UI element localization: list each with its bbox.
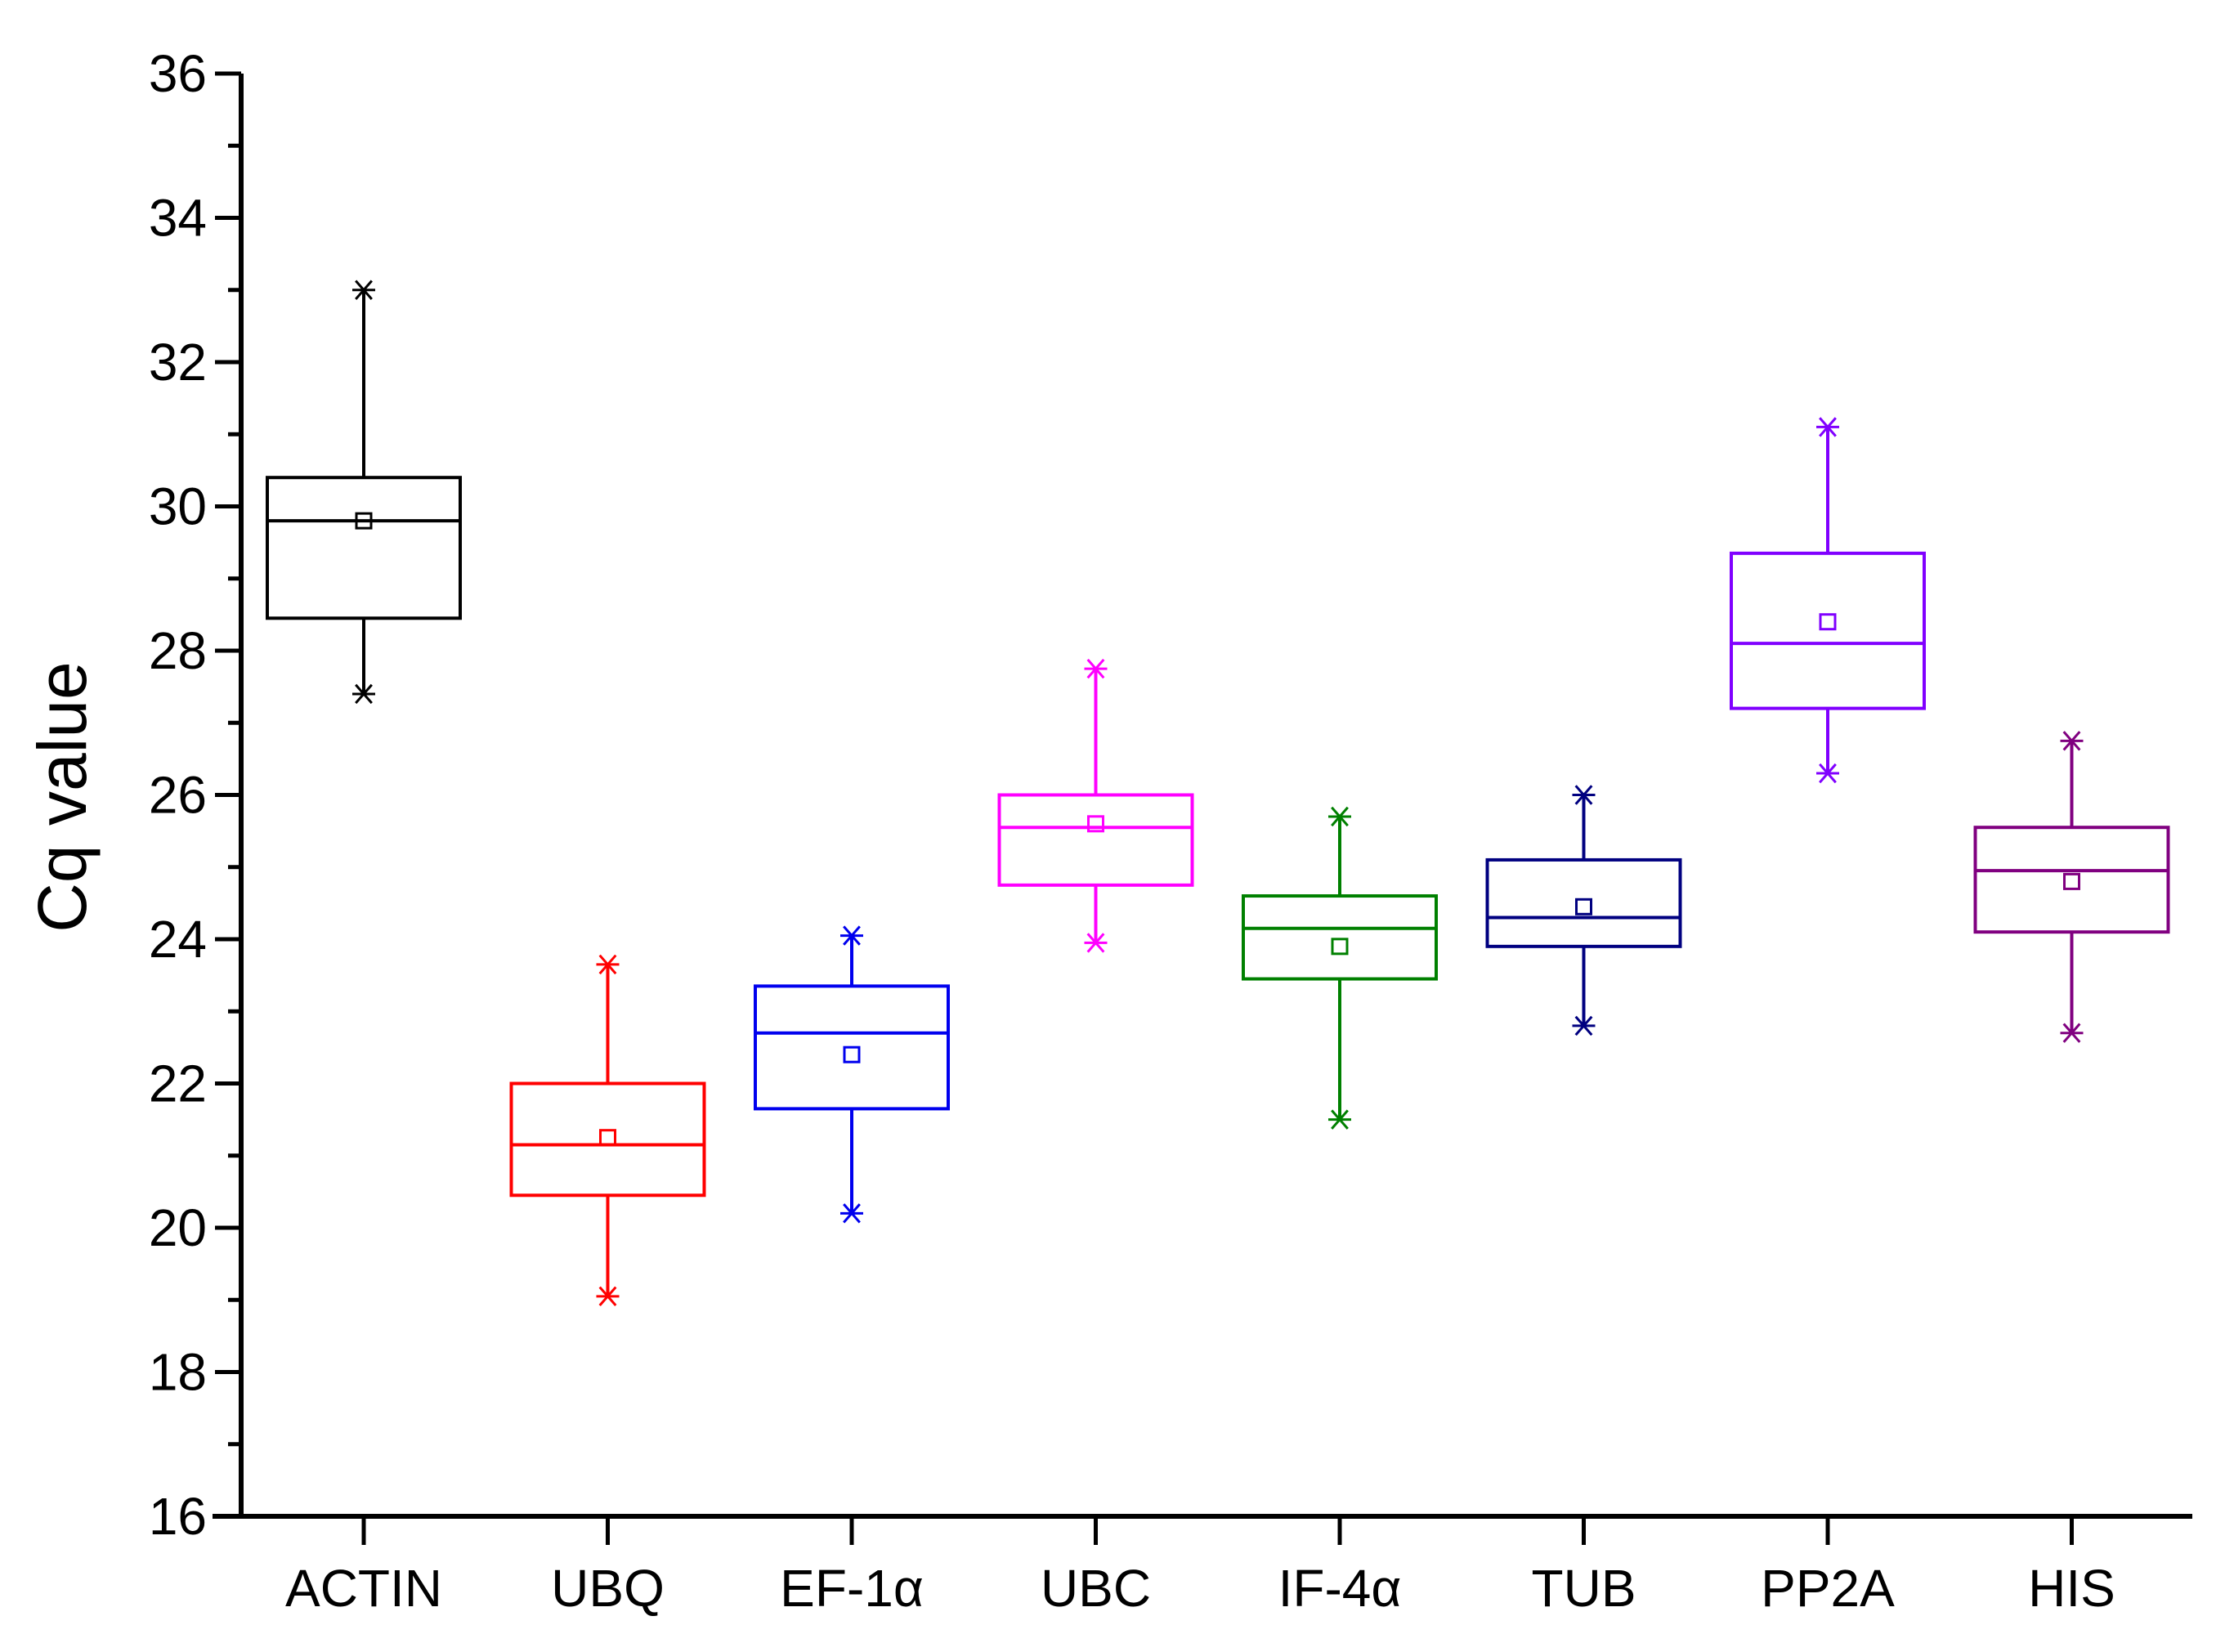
mean-marker	[1819, 613, 1837, 631]
asterisk-stroke	[598, 1286, 617, 1307]
box-group-ubc	[997, 658, 1194, 953]
asterisk-stroke	[1574, 1015, 1593, 1036]
min-asterisk	[840, 1203, 863, 1224]
min-asterisk	[596, 1286, 620, 1307]
y-tick-label: 18	[149, 1343, 207, 1402]
boxes-layer	[266, 280, 2170, 1307]
ticks-layer: 16 18 20 22 24 26 28 30 32 34 36 ACTIN UBQ EF-1α UBC IF…	[149, 44, 2115, 1618]
asterisk-stroke	[1574, 785, 1593, 805]
iqr-box	[1730, 551, 1926, 710]
asterisk-stroke	[1819, 417, 1837, 437]
asterisk-stroke	[843, 925, 861, 946]
iqr-box	[1485, 857, 1682, 948]
min-asterisk	[1328, 1109, 1351, 1130]
asterisk-stroke	[1819, 763, 1837, 784]
min-asterisk	[352, 683, 375, 705]
iqr-box	[1242, 894, 1438, 981]
mean-marker	[1575, 898, 1592, 916]
y-tick-label: 16	[149, 1487, 207, 1546]
asterisk-stroke	[2062, 1023, 2081, 1043]
box-group-tub	[1485, 785, 1682, 1036]
asterisk-stroke	[355, 683, 373, 705]
x-tick-label: EF-1α	[780, 1559, 924, 1618]
y-tick-label: 28	[149, 621, 207, 680]
x-tick-label: ACTIN	[285, 1559, 442, 1618]
x-tick-label: UBC	[1041, 1559, 1151, 1618]
mean-marker	[355, 512, 373, 530]
asterisk-stroke	[1086, 933, 1105, 953]
mean-marker	[1331, 938, 1349, 956]
mean-marker	[2063, 872, 2080, 890]
mean-marker	[843, 1045, 861, 1063]
max-asterisk	[596, 954, 620, 975]
min-asterisk	[1572, 1015, 1596, 1036]
min-asterisk	[2060, 1023, 2084, 1043]
x-tick-label: UBQ	[551, 1559, 665, 1618]
iqr-box	[997, 793, 1194, 887]
y-tick-label: 34	[149, 189, 207, 248]
y-tick-label: 26	[149, 766, 207, 825]
mean-marker	[1087, 815, 1104, 833]
x-tick-label: PP2A	[1761, 1559, 1895, 1618]
y-tick-label: 24	[149, 910, 207, 969]
y-tick-label: 32	[149, 333, 207, 392]
x-tick-label: HIS	[2028, 1559, 2115, 1618]
asterisk-stroke	[355, 280, 373, 300]
box-group-ef-1-	[754, 925, 950, 1224]
y-axis-title: Cq value	[24, 661, 101, 933]
asterisk-stroke	[1086, 658, 1105, 679]
x-tick-label: IF-4α	[1278, 1559, 1402, 1618]
y-tick-label: 36	[149, 44, 207, 103]
asterisk-stroke	[2062, 731, 2081, 751]
asterisk-stroke	[843, 1203, 861, 1224]
asterisk-stroke	[1331, 1109, 1349, 1130]
max-asterisk	[1572, 785, 1596, 805]
max-asterisk	[2060, 731, 2084, 751]
box-group-actin	[266, 280, 462, 705]
y-tick-label: 22	[149, 1054, 207, 1113]
asterisk-stroke	[1331, 806, 1349, 827]
y-tick-label: 20	[149, 1198, 207, 1257]
box-group-his	[1973, 731, 2170, 1043]
min-asterisk	[1816, 763, 1839, 784]
box-group-ubq	[509, 954, 706, 1307]
iqr-box	[754, 984, 950, 1111]
x-tick-label: TUB	[1532, 1559, 1636, 1618]
min-asterisk	[1084, 933, 1108, 953]
max-asterisk	[840, 925, 863, 946]
iqr-box	[1973, 826, 2170, 934]
mean-marker	[599, 1129, 616, 1147]
iqr-box	[266, 476, 462, 620]
iqr-box	[509, 1081, 706, 1198]
max-asterisk	[352, 280, 375, 300]
max-asterisk	[1816, 417, 1839, 437]
asterisk-stroke	[598, 954, 617, 975]
y-tick-label: 30	[149, 477, 207, 536]
max-asterisk	[1084, 658, 1108, 679]
box-group-if-4-	[1242, 806, 1438, 1130]
max-asterisk	[1328, 806, 1351, 827]
box-group-pp2a	[1730, 417, 1926, 784]
axes-layer	[213, 74, 2192, 1519]
